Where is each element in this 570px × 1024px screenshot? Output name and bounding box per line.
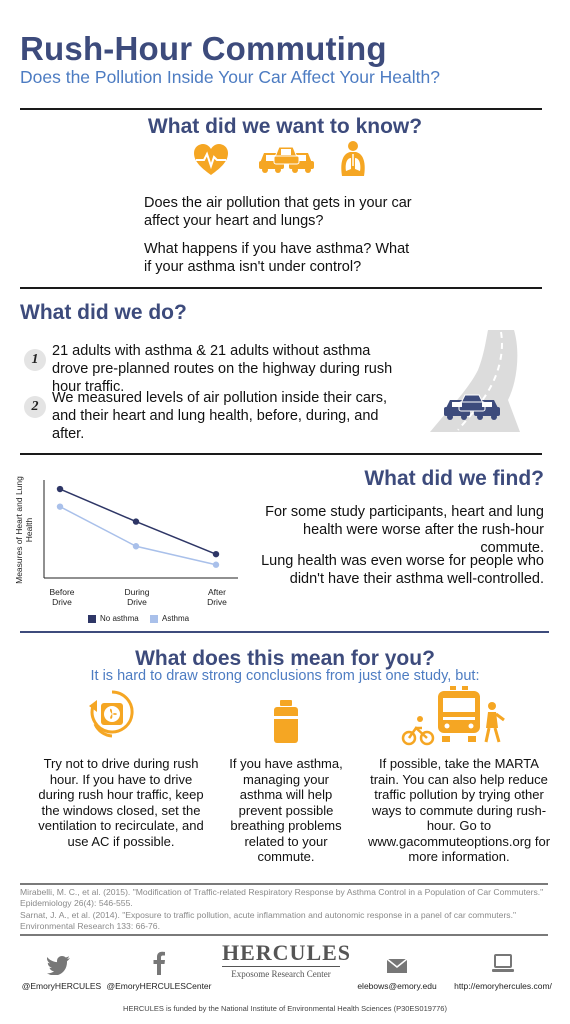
step-number-1: 1 (24, 349, 46, 371)
legend-label: No asthma (100, 614, 139, 623)
question-2: What happens if you have asthma? What if… (144, 241, 410, 275)
legend-swatch (88, 614, 96, 623)
twitter-icon (47, 956, 70, 975)
step-number-2: 2 (24, 396, 46, 418)
facebook-handle[interactable]: @EmoryHERCULESCenter (106, 981, 212, 991)
series-line-1 (59, 505, 217, 566)
divider (20, 883, 548, 885)
section-title-mean: What does this mean for you? (135, 647, 435, 670)
page-subtitle: Does the Pollution Inside Your Car Affec… (20, 67, 440, 87)
logo-title: HERCULES (222, 940, 352, 967)
legend-no-asthma: No asthma (88, 614, 139, 623)
email-icon (386, 958, 408, 973)
tip-2: If you have asthma, managing your asthma… (229, 756, 343, 864)
data-point (212, 550, 220, 558)
section-title-do: What did we do? (20, 301, 187, 324)
lungs-icon (341, 141, 365, 176)
legend-label: Asthma (162, 614, 190, 623)
ventilation-fan-icon (89, 690, 134, 738)
step-text-2: We measured levels of air pollution insi… (52, 390, 388, 442)
facebook-icon (153, 951, 165, 975)
step-text-1: 21 adults with asthma & 21 adults withou… (52, 343, 393, 395)
legend-asthma: Asthma (150, 614, 189, 623)
logo-subtitle: Exposome Research Center (231, 969, 331, 979)
traffic-cars-icon (259, 146, 314, 173)
heart-icon (194, 144, 228, 175)
website-link[interactable]: http://emoryhercules.com/ (454, 981, 552, 991)
section-title-know: What did we want to know? (147, 115, 423, 138)
computer-icon (492, 954, 514, 972)
tip-1: Try not to drive during rush hour. If yo… (38, 756, 204, 849)
page-title: Rush-Hour Commuting (20, 30, 387, 67)
tip-3: If possible, take the MARTA train. You c… (367, 756, 551, 864)
finding-2: Lung health was even worse for people wh… (261, 553, 544, 587)
data-point (56, 485, 64, 493)
hercules-logo: HERCULES Exposome Research Center (222, 940, 352, 979)
divider (20, 934, 548, 936)
reference-1: Mirabelli, M. C., et al. (2015). "Modifi… (20, 887, 544, 908)
chart-plot (43, 480, 238, 579)
question-1: Does the air pollution that gets in your… (144, 195, 412, 229)
divider (20, 631, 549, 633)
data-point (132, 543, 140, 550)
chart-ylabel: Measures of Heart and Lung Health (14, 476, 34, 584)
divider (20, 287, 542, 289)
divider (20, 453, 542, 455)
section-title-find: What did we find? (364, 467, 544, 490)
highway-road-illustration (430, 330, 520, 432)
divider (20, 108, 542, 110)
legend-swatch (150, 614, 158, 623)
section-subtitle-mean: It is hard to draw strong conclusions fr… (90, 668, 480, 684)
data-point (56, 503, 64, 510)
email-address[interactable]: elebows@emory.edu (357, 981, 437, 991)
data-point (212, 561, 220, 568)
train-bike-walk-icon (401, 686, 505, 746)
twitter-handle[interactable]: @EmoryHERCULES (21, 981, 102, 991)
line-chart: Measures of Heart and Lung Health Before… (14, 470, 244, 630)
inhaler-icon (274, 700, 298, 743)
x-tick-label: After Drive (207, 587, 227, 607)
reference-2: Sarnat, J. A., et al. (2014). "Exposure … (20, 910, 517, 931)
finding-1: For some study participants, heart and l… (265, 504, 544, 556)
data-point (132, 518, 140, 525)
x-tick-label: Before Drive (49, 587, 75, 607)
x-tick-label: During Drive (124, 587, 150, 607)
funding-note: HERCULES is funded by the National Insti… (123, 1004, 447, 1013)
